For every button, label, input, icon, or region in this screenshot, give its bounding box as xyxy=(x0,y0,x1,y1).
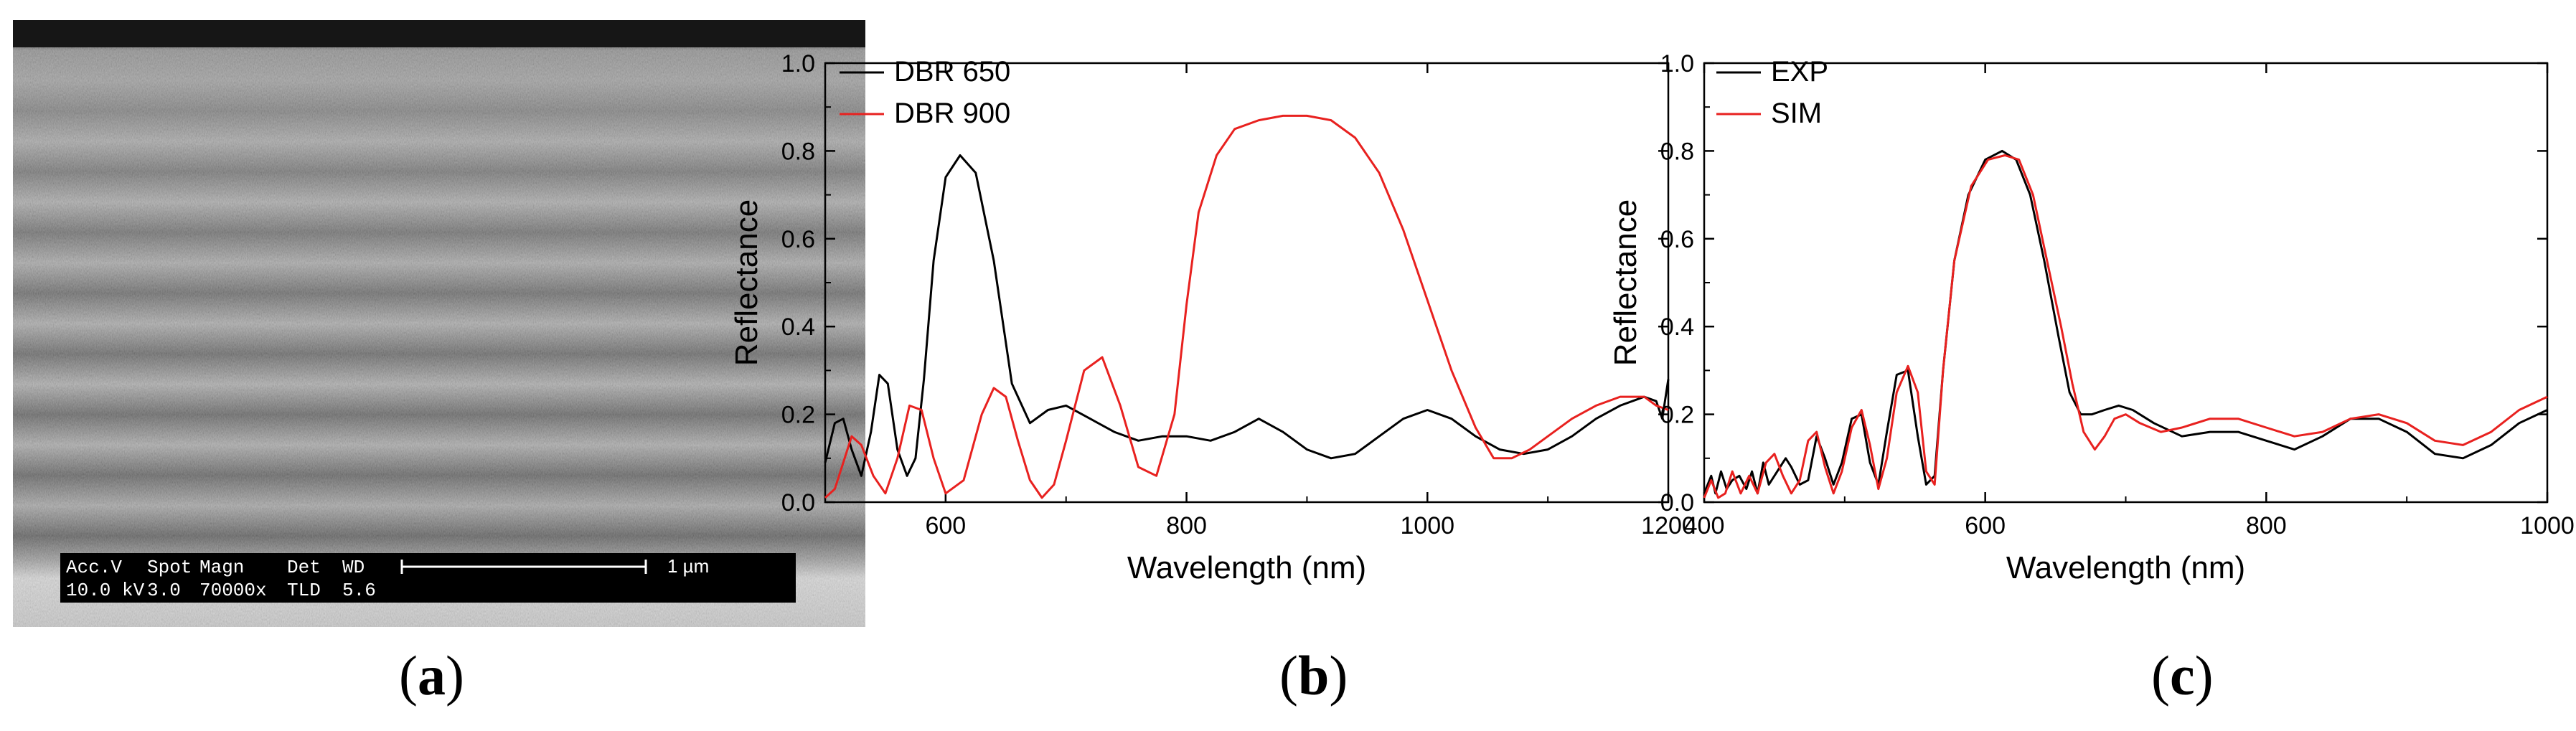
y-tick-label: 0.0 xyxy=(1660,489,1694,517)
x-tick-label: 800 xyxy=(1166,512,1207,539)
x-tick-label: 400 xyxy=(1684,512,1725,539)
series-line-exp xyxy=(1703,149,2548,495)
legend-label: DBR 900 xyxy=(894,98,1010,129)
y-tick-label: 0.2 xyxy=(1660,402,1694,429)
legend-label: DBR 650 xyxy=(894,56,1010,88)
chart-b: 0.0 0.2 0.4 0.6 0.8 1.0 600 800 1000 1200 Waveleng… xyxy=(729,50,1696,585)
y-axis-label: Reflectance xyxy=(1608,199,1643,366)
sem-label-accv: Acc.V xyxy=(66,557,122,578)
x-tick-label: 1200 xyxy=(1641,512,1696,539)
sem-value-spot: 3.0 xyxy=(147,580,181,601)
y-tick-label: 1.0 xyxy=(781,50,815,77)
sem-value-det: TLD xyxy=(287,580,321,601)
sem-value-accv: 10.0 kV xyxy=(66,580,145,601)
y-axis-label: Reflectance xyxy=(729,199,764,366)
y-tick-label: 0.6 xyxy=(781,226,815,253)
x-tick-label: 600 xyxy=(925,512,966,539)
sem-label-spot: Spot xyxy=(147,557,192,578)
sem-image-panel: Acc.V Spot Magn Det WD 10.0 kV 3.0 70000… xyxy=(13,20,865,627)
y-tick-label: 0.8 xyxy=(1660,138,1694,165)
svg-text:(b): (b) xyxy=(1279,644,1348,707)
x-axis-label: Wavelength (nm) xyxy=(1127,550,1366,585)
sem-top-edge xyxy=(13,20,865,47)
sem-label-magn: Magn xyxy=(199,557,244,578)
caption-b: (b) xyxy=(1279,644,1348,707)
series-line-sim xyxy=(1703,154,2548,499)
svg-text:(a): (a) xyxy=(399,644,464,707)
y-tick-label: 0.2 xyxy=(781,402,815,429)
sem-scale-bar xyxy=(400,560,647,574)
caption-a: (a) xyxy=(399,644,464,707)
series-line-dbr-900 xyxy=(824,114,1669,499)
x-tick-label: 1000 xyxy=(2520,512,2575,539)
y-tick-label: 0.0 xyxy=(781,489,815,517)
legend-label: EXP xyxy=(1771,56,1828,88)
sem-info-text: Acc.V Spot Magn Det WD 10.0 kV 3.0 70000… xyxy=(66,557,376,601)
y-tick-label: 0.8 xyxy=(781,138,815,165)
y-tick-label: 1.0 xyxy=(1660,50,1694,77)
x-tick-label: 800 xyxy=(2246,512,2287,539)
sem-value-wd: 5.6 xyxy=(342,580,376,601)
legend-label: SIM xyxy=(1771,98,1822,129)
caption-b-letter: b xyxy=(1298,644,1329,707)
sem-info-bar xyxy=(60,553,796,603)
y-tick-label: 0.4 xyxy=(1660,313,1694,341)
sem-label-det: Det xyxy=(287,557,321,578)
series-line-dbr-650 xyxy=(824,154,1670,477)
chart-c: 0.0 0.2 0.4 0.6 0.8 1.0 400 600 800 1000 Wavelengt… xyxy=(1608,50,2575,585)
plot-frame xyxy=(1703,62,2549,504)
x-tick-label: 600 xyxy=(1965,512,2006,539)
sem-label-wd: WD xyxy=(342,557,365,578)
svg-text:(c): (c) xyxy=(2151,644,2214,707)
caption-a-letter: a xyxy=(418,644,446,707)
sem-scale-label: 1 µm xyxy=(667,555,709,577)
caption-c-letter: c xyxy=(2170,644,2195,707)
caption-c: (c) xyxy=(2151,644,2214,707)
y-tick-label: 0.6 xyxy=(1660,226,1694,253)
x-axis-label: Wavelength (nm) xyxy=(2006,550,2245,585)
y-tick-label: 0.4 xyxy=(781,313,815,341)
sem-value-magn: 70000x xyxy=(199,580,267,601)
x-tick-label: 1000 xyxy=(1400,512,1454,539)
sem-grain-texture xyxy=(13,20,865,627)
